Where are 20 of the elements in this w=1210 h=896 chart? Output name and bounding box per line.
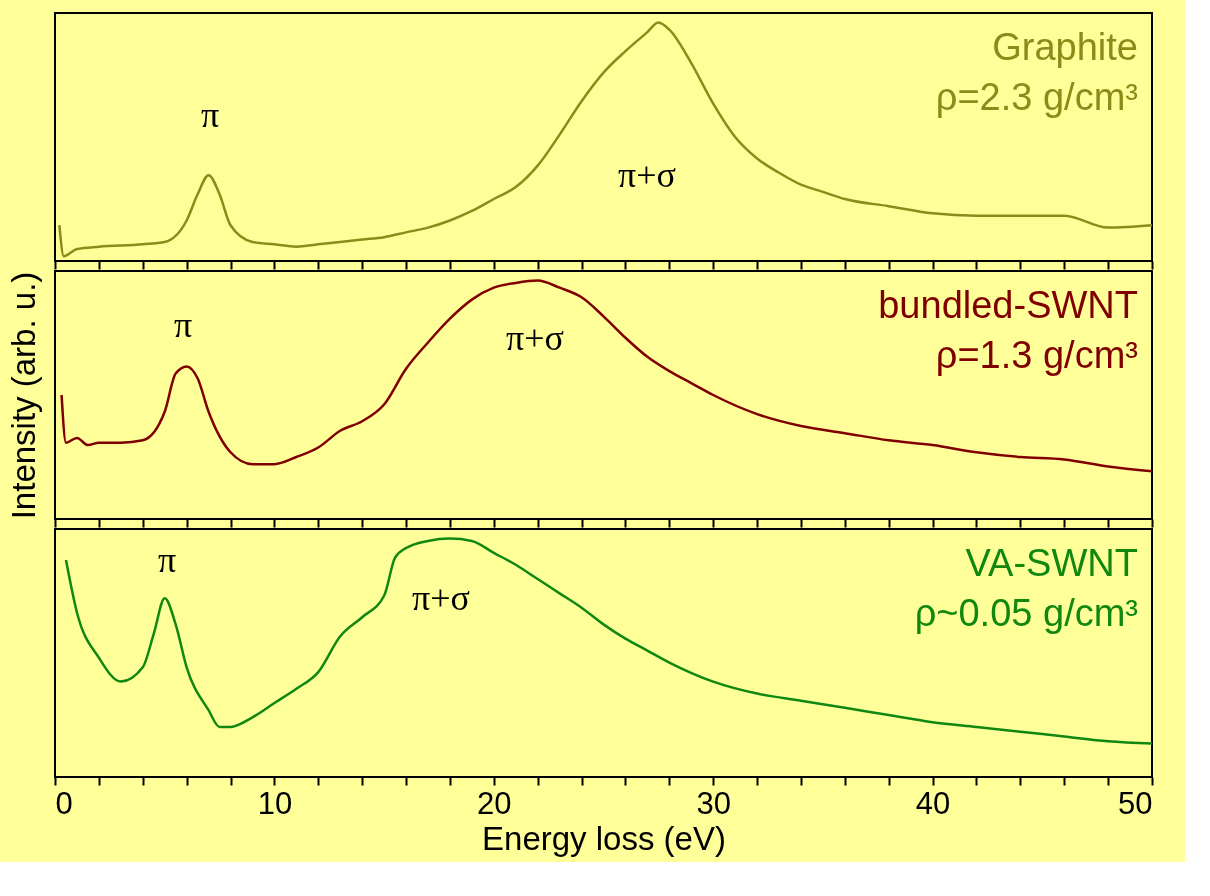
x-tick-label: 0 [55,785,73,821]
annotation: ρ=1.3 g/cm³ [935,334,1138,376]
text: VA-SWNT [965,542,1138,584]
x-tick-label: 10 [257,785,293,821]
annotation: π [157,540,177,580]
annotation: π+σ [506,318,564,358]
annotation: π [200,95,220,135]
y-axis-title: Intensity (arb. u.) [4,271,42,520]
x-tick-label: 50 [1118,785,1153,821]
annotation: π+σ [618,155,676,195]
text: Graphite [992,26,1138,68]
x-tick-label: 30 [696,785,731,821]
annotation: ρ=2.3 g/cm³ [935,76,1138,118]
x-tick-label: 20 [477,785,512,821]
annotation: π+σ [412,578,470,618]
x-axis-title: Energy loss (eV) [482,819,726,857]
annotation: ρ~0.05 g/cm³ [914,592,1138,634]
x-tick-label: 40 [915,785,951,821]
annotation: π [173,305,193,345]
text: bundled-SWNT [878,284,1138,326]
